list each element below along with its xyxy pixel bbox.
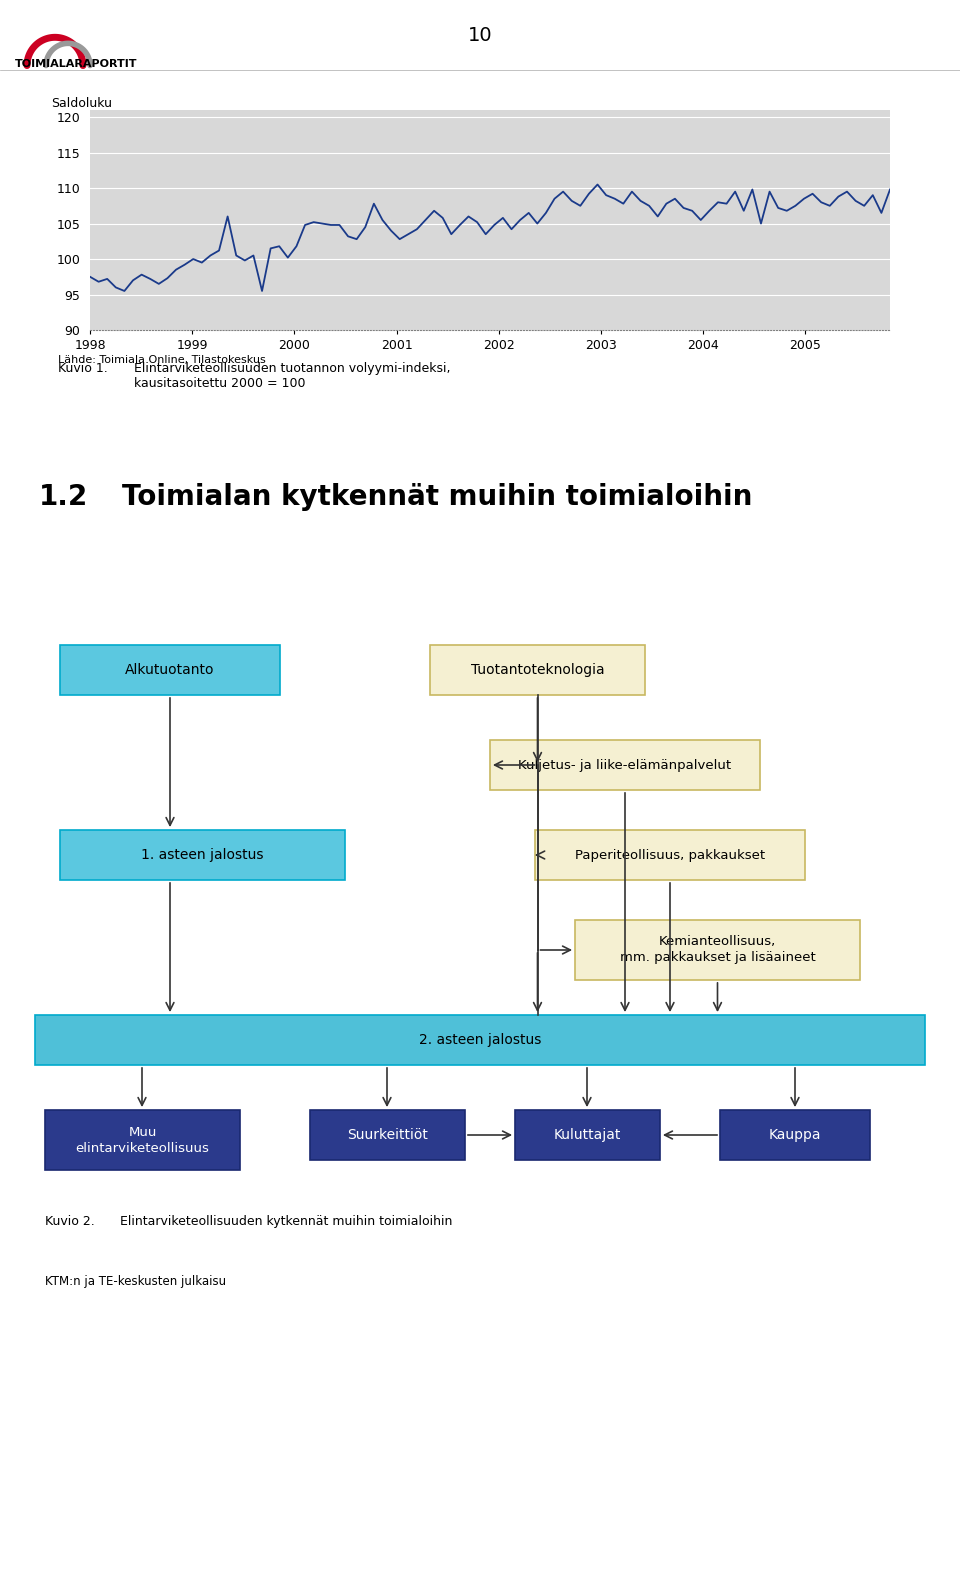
Text: Kuvio 2.: Kuvio 2. (45, 1214, 95, 1229)
FancyBboxPatch shape (720, 1109, 870, 1159)
Text: Suurkeittiöt: Suurkeittiöt (348, 1128, 428, 1142)
Text: Kuljetus- ja liike-elämänpalvelut: Kuljetus- ja liike-elämänpalvelut (518, 758, 732, 772)
FancyBboxPatch shape (515, 1109, 660, 1159)
Text: 1. asteen jalostus: 1. asteen jalostus (141, 847, 264, 861)
Text: Elintarviketeollisuuden kytkennät muihin toimialoihin: Elintarviketeollisuuden kytkennät muihin… (120, 1214, 452, 1229)
FancyBboxPatch shape (535, 830, 805, 880)
Text: 1.2: 1.2 (38, 483, 87, 511)
Text: Elintarviketeollisuuden tuotannon volyymi-indeksi,
kausitasoitettu 2000 = 100: Elintarviketeollisuuden tuotannon volyym… (133, 361, 450, 389)
Text: 10: 10 (468, 25, 492, 46)
Text: Alkutuotanto: Alkutuotanto (125, 664, 215, 676)
Text: Tuotantoteknologia: Tuotantoteknologia (470, 664, 604, 676)
Text: KTM:n ja TE-keskusten julkaisu: KTM:n ja TE-keskusten julkaisu (45, 1276, 227, 1288)
Text: Toimialan kytkennät muihin toimialoihin: Toimialan kytkennät muihin toimialoihin (122, 483, 753, 511)
FancyBboxPatch shape (490, 741, 760, 791)
Text: Kemianteollisuus,
mm. pakkaukset ja lisäaineet: Kemianteollisuus, mm. pakkaukset ja lisä… (619, 935, 815, 965)
FancyBboxPatch shape (310, 1109, 465, 1159)
Text: TOIMIALARAPORTIT: TOIMIALARAPORTIT (15, 58, 137, 69)
Text: Lähde: Toimiala Online, Tilastokeskus: Lähde: Toimiala Online, Tilastokeskus (58, 356, 265, 366)
Text: 2. asteen jalostus: 2. asteen jalostus (419, 1032, 541, 1047)
Text: Kuluttajat: Kuluttajat (554, 1128, 621, 1142)
Text: Saldoluku: Saldoluku (52, 97, 112, 110)
Text: Kauppa: Kauppa (769, 1128, 821, 1142)
FancyBboxPatch shape (430, 645, 645, 695)
FancyBboxPatch shape (575, 919, 860, 981)
Text: Kuvio 1.: Kuvio 1. (58, 361, 108, 375)
Text: Paperiteollisuus, pakkaukset: Paperiteollisuus, pakkaukset (575, 849, 765, 861)
FancyBboxPatch shape (60, 830, 345, 880)
FancyBboxPatch shape (35, 1015, 925, 1065)
FancyBboxPatch shape (60, 645, 280, 695)
FancyBboxPatch shape (45, 1109, 240, 1170)
Text: Muu
elintarviketeollisuus: Muu elintarviketeollisuus (76, 1125, 209, 1155)
